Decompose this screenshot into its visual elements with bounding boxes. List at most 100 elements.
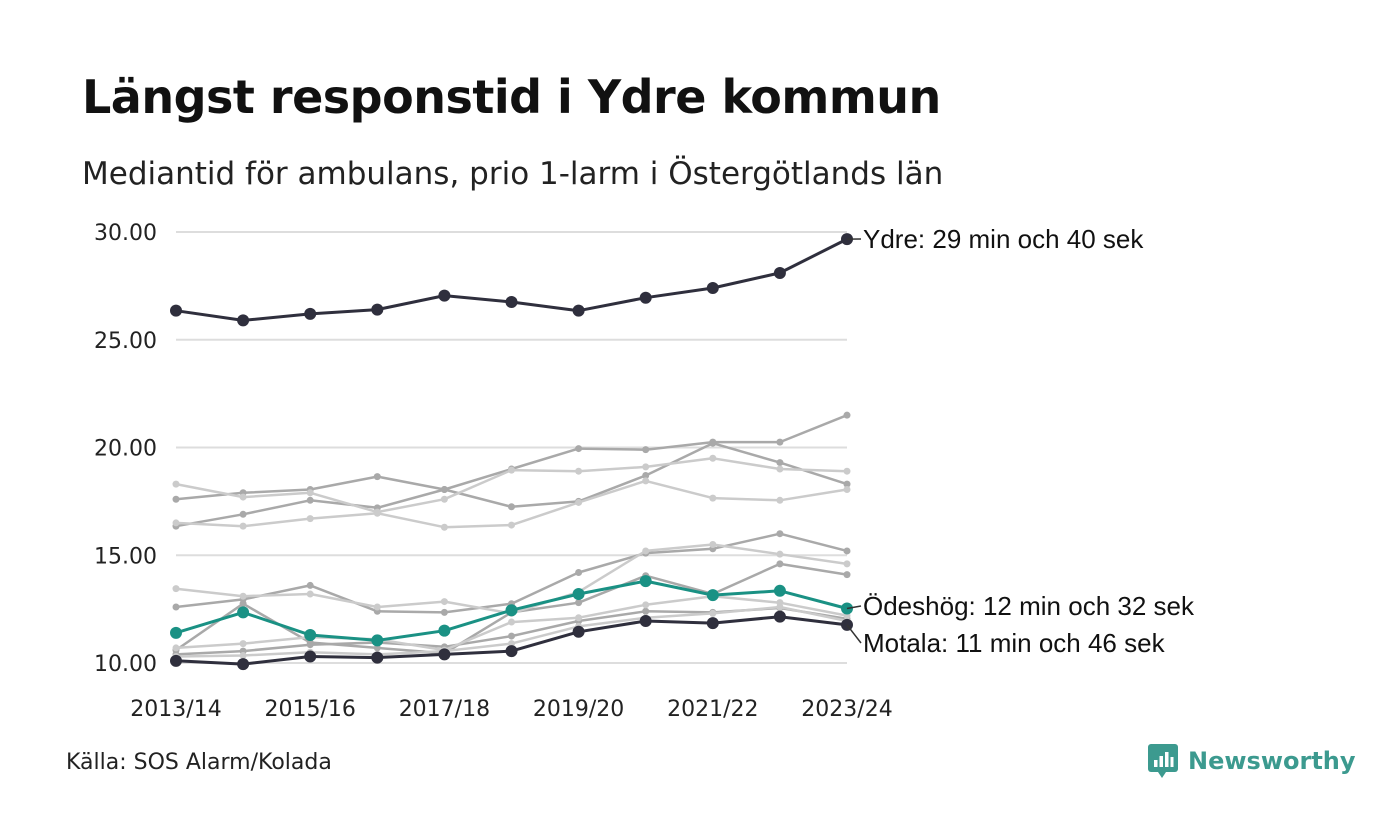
data-point xyxy=(709,540,717,548)
highlighted-series xyxy=(170,233,853,671)
data-point xyxy=(438,289,451,302)
data-point xyxy=(773,610,786,623)
data-point xyxy=(508,632,515,640)
data-point xyxy=(843,480,851,488)
series-ödeshög xyxy=(170,575,853,647)
data-point xyxy=(373,644,381,652)
data-point xyxy=(776,438,784,446)
data-point xyxy=(639,575,652,588)
data-point xyxy=(373,603,381,611)
data-point xyxy=(371,651,384,664)
data-point xyxy=(440,598,448,606)
data-point xyxy=(172,585,180,593)
data-point xyxy=(709,494,717,502)
data-point xyxy=(706,617,719,630)
data-point xyxy=(172,480,180,488)
data-point xyxy=(239,522,247,530)
data-point xyxy=(776,496,784,504)
data-point xyxy=(776,530,784,538)
data-point xyxy=(843,486,851,494)
y-tick-label: 30.00 xyxy=(94,221,157,246)
data-point xyxy=(306,496,314,504)
data-point xyxy=(642,601,650,609)
x-tick-label: 2021/22 xyxy=(667,697,758,722)
x-tick-label: 2015/16 xyxy=(264,697,355,722)
series-annotation-ödeshög: Ödeshög: 12 min och 32 sek xyxy=(863,591,1195,621)
y-tick-label: 20.00 xyxy=(94,437,157,462)
data-point xyxy=(505,604,518,617)
y-tick-label: 10.00 xyxy=(94,652,157,677)
data-point xyxy=(239,651,247,659)
data-point xyxy=(304,628,317,641)
data-point xyxy=(776,560,784,568)
data-point xyxy=(304,650,317,663)
annotation-leader xyxy=(846,624,862,644)
series-motala xyxy=(170,610,853,671)
data-point xyxy=(706,282,719,295)
data-point xyxy=(572,304,585,317)
data-point xyxy=(709,438,717,446)
data-point xyxy=(172,603,180,611)
x-tick-label: 2023/24 xyxy=(801,697,892,722)
chart-title: Längst responstid i Ydre kommun xyxy=(82,70,941,124)
data-point xyxy=(508,640,515,648)
data-point xyxy=(239,510,247,518)
data-point xyxy=(440,486,448,494)
data-point xyxy=(843,560,851,568)
data-point xyxy=(438,648,451,661)
data-point xyxy=(572,625,585,638)
data-point xyxy=(172,519,180,527)
brand-name: Newsworthy xyxy=(1188,747,1356,775)
data-point xyxy=(237,658,250,671)
data-point xyxy=(306,489,314,497)
data-point xyxy=(843,571,851,579)
data-point xyxy=(843,467,851,475)
series-annotation-ydre: Ydre: 29 min och 40 sek xyxy=(863,224,1144,254)
data-point xyxy=(508,503,515,511)
x-tick-label: 2019/20 xyxy=(533,697,624,722)
data-point xyxy=(239,592,247,600)
data-point xyxy=(575,498,583,506)
data-point xyxy=(572,588,585,601)
data-point xyxy=(373,509,381,517)
x-axis-ticks: 2013/14 2015/16 2017/18 2019/20 2021/22 2023/… xyxy=(130,697,892,722)
data-point xyxy=(642,446,650,454)
data-point xyxy=(172,644,180,652)
data-point xyxy=(776,465,784,473)
data-point xyxy=(709,454,717,462)
data-point xyxy=(440,495,448,503)
data-point xyxy=(306,515,314,523)
data-point xyxy=(438,624,451,637)
data-point xyxy=(776,459,784,467)
data-point xyxy=(575,467,583,475)
data-point xyxy=(642,477,650,485)
source-note: Källa: SOS Alarm/Kolada xyxy=(66,750,332,775)
data-point xyxy=(508,466,515,474)
data-point xyxy=(575,614,583,622)
data-point xyxy=(773,266,786,279)
y-tick-label: 15.00 xyxy=(94,544,157,569)
data-point xyxy=(709,609,717,617)
data-point xyxy=(642,472,650,480)
data-point xyxy=(170,304,182,317)
data-point xyxy=(371,303,384,316)
data-point xyxy=(371,634,384,647)
data-point xyxy=(172,495,180,503)
x-tick-label: 2013/14 xyxy=(130,697,221,722)
data-point xyxy=(505,296,518,309)
data-point xyxy=(440,608,448,616)
data-point xyxy=(508,521,515,529)
data-point xyxy=(237,314,250,327)
data-point xyxy=(642,547,650,555)
data-point xyxy=(639,614,652,627)
newsworthy-logo-icon xyxy=(1148,744,1178,778)
data-point xyxy=(373,473,381,481)
y-tick-label: 25.00 xyxy=(94,329,157,354)
data-point xyxy=(306,590,314,598)
data-point xyxy=(776,550,784,558)
data-point xyxy=(239,493,247,501)
brand[interactable]: Newsworthy xyxy=(1148,744,1356,778)
data-point xyxy=(575,599,583,607)
gridlines xyxy=(176,231,847,664)
data-point xyxy=(773,584,786,597)
